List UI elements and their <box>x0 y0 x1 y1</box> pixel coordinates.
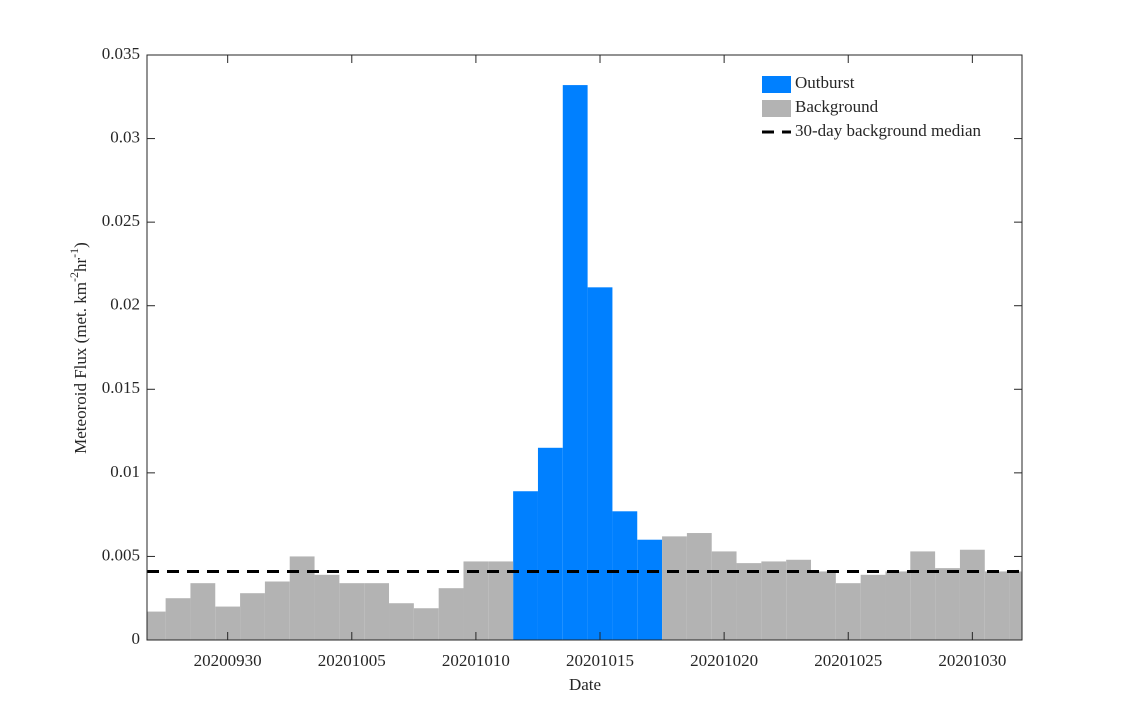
bar <box>413 608 439 640</box>
legend-label: Outburst <box>795 73 855 92</box>
x-tick-label: 20200930 <box>194 651 262 670</box>
bar <box>811 571 836 640</box>
bar <box>637 539 663 640</box>
bar <box>289 556 315 640</box>
bar <box>612 511 638 640</box>
bar <box>314 574 340 640</box>
bar <box>761 561 787 640</box>
bar <box>959 549 985 640</box>
bar <box>910 551 936 640</box>
x-tick-label: 20201020 <box>690 651 758 670</box>
bar <box>240 593 265 640</box>
bar <box>364 583 390 640</box>
y-tick-label: 0 <box>132 629 141 648</box>
x-tick-label: 20201005 <box>318 651 386 670</box>
y-tick-label: 0.035 <box>102 44 140 63</box>
y-label-sup: -1 <box>67 248 81 258</box>
bar <box>885 571 911 640</box>
x-tick-label: 20201025 <box>814 651 882 670</box>
bar <box>488 561 514 640</box>
y-tick-label: 0.015 <box>102 378 140 397</box>
y-tick-label: 0.02 <box>110 295 140 314</box>
y-tick-label: 0.005 <box>102 545 140 564</box>
bar <box>339 583 365 640</box>
legend-label: Background <box>795 97 879 116</box>
bar <box>562 85 588 640</box>
bar <box>860 574 886 640</box>
x-tick-label: 20201015 <box>566 651 634 670</box>
bar <box>1009 571 1022 640</box>
bar <box>984 571 1010 640</box>
y-label-part: hr <box>71 257 90 272</box>
bar <box>165 598 191 640</box>
bar <box>587 287 613 640</box>
x-tick-label: 20201030 <box>938 651 1006 670</box>
y-label-part: ) <box>71 242 90 248</box>
bar <box>389 603 414 640</box>
bar <box>935 568 960 640</box>
y-tick-label: 0.03 <box>110 127 140 146</box>
bar <box>835 583 861 640</box>
axes-box <box>146 54 1023 641</box>
x-tick-label: 20201010 <box>442 651 510 670</box>
bar <box>513 491 538 640</box>
bar <box>264 581 290 640</box>
y-axis-label: Meteoroid Flux (met. km-2hr-1) <box>67 242 90 454</box>
legend-label: 30-day background median <box>795 121 981 140</box>
y-tick-label: 0.01 <box>110 462 140 481</box>
bar <box>463 561 489 640</box>
bar <box>147 611 166 640</box>
plot-area <box>147 85 1022 640</box>
x-axis-label: Date <box>569 675 601 694</box>
bar <box>537 447 563 640</box>
y-tick-label: 0.025 <box>102 211 140 230</box>
bar <box>438 588 464 640</box>
legend-swatch <box>762 76 791 93</box>
bar <box>662 536 687 640</box>
bar <box>686 533 712 640</box>
bar <box>190 583 216 640</box>
bar <box>786 559 812 640</box>
bar <box>711 551 737 640</box>
legend-swatch <box>762 100 791 117</box>
y-label-part: Meteoroid Flux (met. km <box>71 282 90 454</box>
y-label-sup: -2 <box>67 272 81 282</box>
bar <box>736 563 762 640</box>
